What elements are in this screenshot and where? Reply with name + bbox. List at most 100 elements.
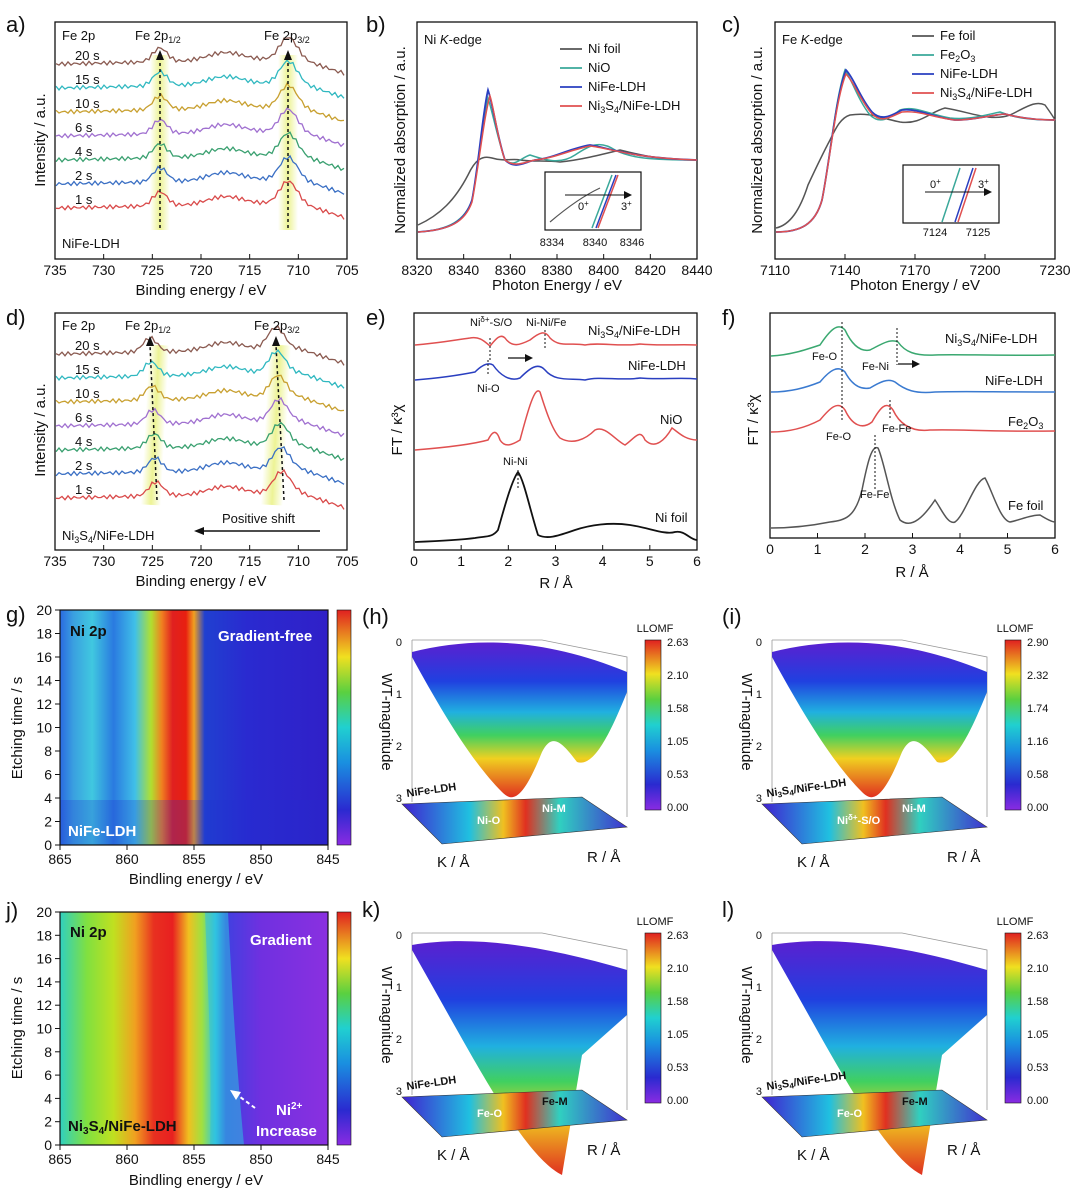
x-ticks-b: 8320 8340 8360 8380 8400 8420 8440 [401,254,713,278]
y-ticks-g: 0 2 4 6 8 10 12 14 16 18 20 [36,602,60,853]
y-tick-label: 6 [44,767,52,783]
wt-surface [412,941,627,1175]
wt-surface [412,642,627,798]
arrow-right-icon [525,354,533,362]
colorbar-tick: 0.53 [1027,1062,1048,1074]
y-tick-label: 0 [44,837,52,853]
sample-label: Ni3S4/NiFe-LDH [766,1070,847,1094]
panel-g: g) Ni 2p Gradient-free NiFe-LDH 0 2 4 6 8 10 1… [6,602,352,888]
bond-label: Niδ+-S/O [837,813,881,827]
annot-fe-o-1: Fe-O [812,351,838,363]
sample-label: Ni3S4/NiFe-LDH [62,528,154,545]
z-axis-title: WT-magnitude [378,673,395,771]
x-tick-label: 850 [249,1151,273,1167]
series-label-f4: Fe foil [1008,498,1044,513]
series-label-e4: Ni foil [655,510,688,525]
y-tick-label: 2 [44,814,52,830]
colorbar-tick: 1.05 [667,1029,688,1041]
x-axis-title: Photon Energy / eV [850,277,980,294]
z-axis-title: WT-magnitude [738,966,755,1064]
z-tick-label: 3 [396,1086,402,1098]
svg-text:7124: 7124 [923,227,947,239]
panel-j: j) Ni 2p Gradient Ni2+ Increase Ni3S4/Ni… [5,898,352,1189]
x-axis-title: Bindling energy / eV [129,871,263,888]
panel-k-letter: k) [362,897,380,922]
xps-curve [55,82,345,122]
x-tick-label: 705 [335,553,359,569]
x-tick-label: 0 [410,553,418,569]
xps-curve [55,446,345,485]
curve-fe-foil-f [770,446,1056,529]
series-label: 20 s [75,48,100,63]
arrow-right-icon [912,360,920,368]
annot-fe-ni: Fe-Ni [862,361,889,373]
z-tick-label: 2 [396,1034,402,1046]
y-tick-label: 14 [36,673,52,689]
colorbar-tick: 1.05 [1027,1029,1048,1041]
x-tick-label: 8420 [635,262,666,278]
legend-label: Ni3S4/NiFe-LDH [588,98,680,115]
x-tick-label: 865 [48,1151,72,1167]
panel-b-letter: b) [366,12,386,37]
annot-ni-o: Ni-O [477,383,500,395]
x-tick-label: 4 [956,541,964,557]
z-tick-label: 0 [396,637,402,649]
y-tick-label: 14 [36,974,52,990]
xps-curve [55,468,345,510]
note-label: Gradient [250,932,312,949]
sample-label: NiFe-LDH [68,823,136,840]
x-axis-title: Photon Energy / eV [492,277,622,294]
colorbar-tick: 0.00 [667,802,688,814]
annot-nid-so: Niδ+-S/O [470,315,513,329]
colorbar-tick: 1.58 [667,996,688,1008]
y-ticks-j: 0 2 4 6 8 10 12 14 16 18 20 [36,904,60,1153]
panel-a-letter: a) [6,12,26,37]
k-axis-title: K / Å [437,1147,470,1164]
legend-label: Fe2O3 [940,47,975,64]
series-label-f3: Fe2O3 [1008,414,1043,431]
bond-label: Ni-O [477,815,501,827]
svg-text:8340: 8340 [583,237,607,249]
y-tick-label: 18 [36,626,52,642]
series-label: 20 s [75,338,100,353]
x-tick-label: 855 [182,851,206,867]
legend-label: NiFe-LDH [940,66,998,81]
panel-l-letter: l) [722,897,734,922]
x-tick-label: 735 [43,262,67,278]
r-axis-title: R / Å [947,1142,980,1159]
y-axis-title: FT / κ³χ [745,394,762,445]
wt-box [411,639,628,817]
series-label: 4 s [75,434,93,449]
x-tick-label: 720 [189,553,213,569]
colorbar-tick: 2.32 [1027,670,1048,682]
z-tick-label: 2 [756,741,762,753]
bond-label: Fe-O [477,1108,503,1120]
x-tick-label: 8360 [495,262,526,278]
y-tick-label: 10 [36,720,52,736]
colorbar [1004,639,1022,811]
xps-curve [55,154,345,195]
y-tick-label: 8 [44,743,52,759]
element-label: Ni 2p [70,623,107,640]
wt-surface [772,941,987,1175]
sample-label: NiFe-LDH [406,1074,457,1093]
svg-text:3+: 3+ [621,199,632,213]
x-tick-label: 0 [766,541,774,557]
x-ticks-c: 7110 7140 7170 7200 7230 [760,254,1071,278]
panel-d: d) Fe 2p Fe 2p1/2 Fe 2p3/2 1 s2 s4 s6 s1… [6,305,359,590]
panel-i: (i) 0 1 2 3 WT-magnitude Ni3S4/NiFe-LDH Niδ+-S/… [722,604,1048,871]
xps-curve [55,107,345,148]
x-ticks-g: 865 860 855 850 845 [48,845,340,867]
xps-curve [55,37,345,76]
curve-fe2o3-f [770,404,1056,433]
wt-box [771,932,988,1110]
xps-curves-d [55,324,345,510]
wt-panels: (h) 0 1 2 3 WT-magnitude NiFe-LDH Ni-O Ni-M K / Å… [362,604,1048,1175]
y-tick-label: 16 [36,649,52,665]
z-tick-label: 1 [756,689,762,701]
svg-text:7125: 7125 [966,227,990,239]
colorbar-tick: 1.74 [1027,703,1048,715]
legend-c: Fe foil Fe2O3 NiFe-LDH Ni3S4/NiFe-LDH [912,28,1032,102]
colorbar-tick: 2.10 [667,963,688,975]
y-tick-label: 20 [36,602,52,618]
